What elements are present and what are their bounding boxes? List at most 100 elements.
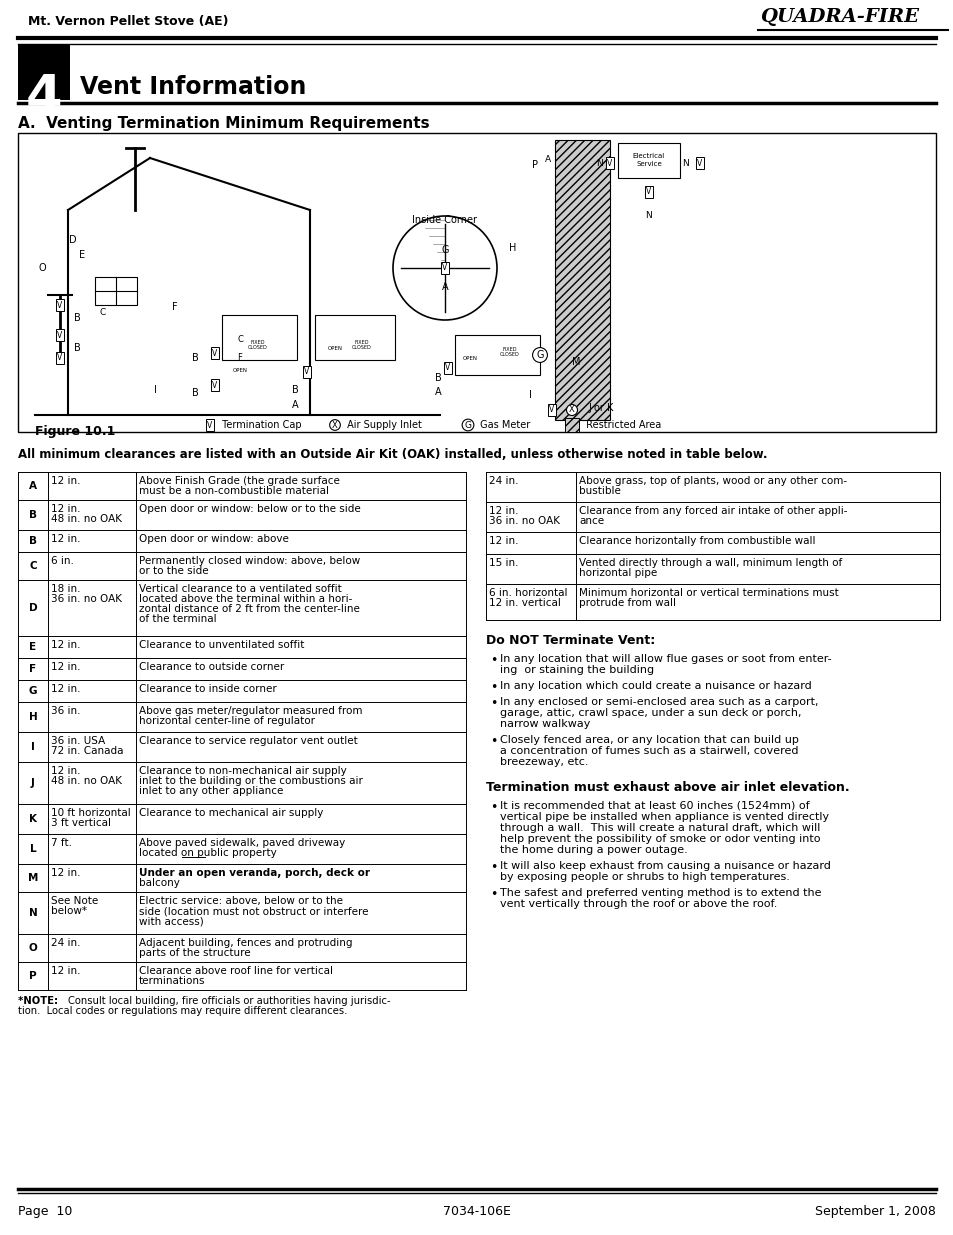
- Text: A: A: [544, 156, 551, 164]
- Text: vertical pipe be installed when appliance is vented directly: vertical pipe be installed when applianc…: [499, 811, 828, 823]
- Text: Adjacent building, fences and protruding: Adjacent building, fences and protruding: [139, 939, 352, 948]
- Text: A: A: [29, 480, 37, 492]
- Text: O: O: [29, 944, 37, 953]
- Text: D: D: [29, 603, 37, 613]
- Text: Vented directly through a wall, minimum length of: Vented directly through a wall, minimum …: [578, 558, 841, 568]
- Text: V: V: [304, 368, 310, 377]
- Text: 12 in.: 12 in.: [51, 662, 80, 672]
- Bar: [18, 44, 70, 100]
- Text: 12 in.: 12 in.: [51, 640, 80, 650]
- Text: 36 in. no OAK: 36 in. no OAK: [489, 516, 559, 526]
- Text: Gas Meter: Gas Meter: [476, 420, 530, 430]
- Text: H: H: [29, 713, 37, 722]
- Text: 24 in.: 24 in.: [51, 939, 80, 948]
- Bar: [18, 133, 935, 432]
- Text: C: C: [30, 561, 37, 571]
- Text: Termination must exhaust above air inlet elevation.: Termination must exhaust above air inlet…: [485, 781, 849, 794]
- Text: B: B: [73, 343, 80, 353]
- Text: protrude from wall: protrude from wall: [578, 598, 676, 608]
- Text: V: V: [57, 331, 63, 340]
- Text: by exposing people or shrubs to high temperatures.: by exposing people or shrubs to high tem…: [499, 872, 789, 882]
- Text: G: G: [536, 350, 543, 359]
- Text: •: •: [490, 680, 497, 694]
- Text: Clearance to outside corner: Clearance to outside corner: [139, 662, 284, 672]
- Text: See Note: See Note: [51, 897, 98, 906]
- Text: 36 in. USA: 36 in. USA: [51, 736, 105, 746]
- Text: V: V: [442, 263, 447, 273]
- Text: X: X: [569, 405, 575, 415]
- Text: •: •: [490, 802, 497, 814]
- Text: V: V: [213, 348, 217, 357]
- Text: 10 ft horizontal: 10 ft horizontal: [51, 808, 131, 818]
- Text: G: G: [441, 245, 448, 254]
- Text: Above gas meter/regulator measured from: Above gas meter/regulator measured from: [139, 706, 362, 716]
- Text: B: B: [29, 536, 37, 546]
- Bar: [455, 335, 539, 375]
- Text: C: C: [236, 336, 243, 345]
- Bar: [222, 315, 296, 359]
- Text: bustible: bustible: [578, 487, 620, 496]
- Text: •: •: [490, 735, 497, 748]
- Text: In any location which could create a nuisance or hazard: In any location which could create a nui…: [499, 680, 811, 692]
- Text: Clearance horizontally from combustible wall: Clearance horizontally from combustible …: [578, 536, 815, 546]
- Text: B: B: [292, 385, 298, 395]
- Text: must be a non-combustible material: must be a non-combustible material: [139, 487, 329, 496]
- Text: located above the terminal within a hori-: located above the terminal within a hori…: [139, 594, 352, 604]
- Text: V: V: [646, 188, 651, 196]
- Bar: [95, 277, 137, 305]
- Bar: [314, 315, 395, 359]
- Text: 72 in. Canada: 72 in. Canada: [51, 746, 123, 756]
- Text: Mt. Vernon Pellet Stove (AE): Mt. Vernon Pellet Stove (AE): [28, 15, 229, 28]
- Text: help prevent the possibility of smoke or odor venting into: help prevent the possibility of smoke or…: [499, 834, 820, 844]
- Text: inlet to any other appliance: inlet to any other appliance: [139, 785, 283, 797]
- Text: with access): with access): [139, 916, 204, 926]
- Text: Inside Corner: Inside Corner: [412, 215, 477, 225]
- Text: Clearance to service regulator vent outlet: Clearance to service regulator vent outl…: [139, 736, 357, 746]
- Text: Clearance to non-mechanical air supply: Clearance to non-mechanical air supply: [139, 766, 346, 776]
- Text: Above paved sidewalk, paved driveway: Above paved sidewalk, paved driveway: [139, 839, 345, 848]
- Text: 12 in.: 12 in.: [51, 684, 80, 694]
- Text: I: I: [153, 385, 156, 395]
- Text: K: K: [29, 814, 37, 824]
- Text: C: C: [100, 308, 106, 317]
- Text: or to the side: or to the side: [139, 566, 209, 576]
- Text: I: I: [528, 390, 531, 400]
- Bar: [564, 417, 578, 432]
- Text: terminations: terminations: [139, 976, 205, 986]
- Text: F: F: [237, 353, 242, 363]
- Text: D: D: [70, 235, 77, 245]
- Text: Clearance to unventilated soffit: Clearance to unventilated soffit: [139, 640, 304, 650]
- Text: 12 in.: 12 in.: [51, 475, 80, 487]
- Text: J: J: [31, 778, 35, 788]
- Text: Minimum horizontal or vertical terminations must: Minimum horizontal or vertical terminati…: [578, 588, 838, 598]
- Text: ance: ance: [578, 516, 603, 526]
- Text: horizontal pipe: horizontal pipe: [578, 568, 657, 578]
- Text: 12 in. vertical: 12 in. vertical: [489, 598, 560, 608]
- Text: Clearance to inside corner: Clearance to inside corner: [139, 684, 276, 694]
- Bar: [555, 140, 609, 420]
- Text: vent vertically through the roof or above the roof.: vent vertically through the roof or abov…: [499, 899, 777, 909]
- Text: B: B: [73, 312, 80, 324]
- Text: 4: 4: [26, 72, 62, 124]
- Text: G: G: [464, 420, 471, 430]
- Text: 6 in.: 6 in.: [51, 556, 73, 566]
- Text: inlet to the building or the combustions air: inlet to the building or the combustions…: [139, 776, 362, 785]
- Text: F: F: [30, 664, 36, 674]
- Text: 12 in.: 12 in.: [489, 506, 518, 516]
- Text: B: B: [192, 388, 198, 398]
- Text: FIXED
CLOSED: FIXED CLOSED: [248, 340, 268, 351]
- Text: •: •: [490, 697, 497, 710]
- Text: QUADRA-FIRE: QUADRA-FIRE: [760, 7, 918, 26]
- Text: Clearance from any forced air intake of other appli-: Clearance from any forced air intake of …: [578, 506, 846, 516]
- Text: M: M: [571, 357, 579, 367]
- Text: ing  or staining the building: ing or staining the building: [499, 664, 654, 676]
- Text: Restricted Area: Restricted Area: [582, 420, 660, 430]
- Text: I: I: [31, 742, 35, 752]
- Text: Permanently closed window: above, below: Permanently closed window: above, below: [139, 556, 360, 566]
- Text: 12 in.: 12 in.: [51, 766, 80, 776]
- Text: 12 in.: 12 in.: [51, 868, 80, 878]
- Text: In any location that will allow flue gases or soot from enter-: In any location that will allow flue gas…: [499, 655, 831, 664]
- Text: J or K: J or K: [587, 403, 613, 412]
- Text: In any enclosed or semi-enclosed area such as a carport,: In any enclosed or semi-enclosed area su…: [499, 697, 818, 706]
- Text: V: V: [207, 420, 213, 430]
